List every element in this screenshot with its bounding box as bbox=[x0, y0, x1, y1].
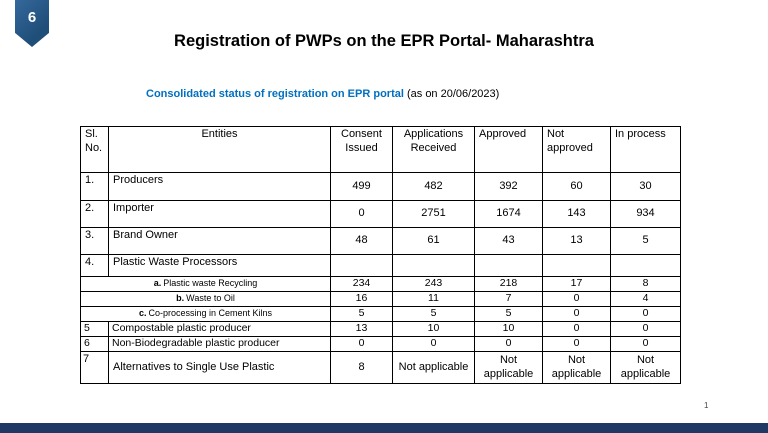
table-row-plastic-waste-recycling: a. Plastic waste Recycling 234 243 218 17… bbox=[80, 276, 681, 292]
cell-in-process: Not applicable bbox=[610, 351, 681, 384]
cell-consent-issued bbox=[330, 254, 393, 277]
cell-applications-received: 2751 bbox=[392, 200, 475, 228]
cell-approved: 43 bbox=[474, 227, 543, 255]
cell-applications-received: 10 bbox=[392, 321, 475, 337]
cell-approved: Not applicable bbox=[474, 351, 543, 384]
cell-sl-no: 6 bbox=[80, 336, 109, 352]
table-row-waste-to-oil: b. Waste to Oil 16 11 7 0 4 bbox=[80, 291, 681, 307]
cell-approved: 218 bbox=[474, 276, 543, 292]
cell-approved: 5 bbox=[474, 306, 543, 322]
table-row-importer: 2. Importer 0 2751 1674 143 934 bbox=[80, 200, 681, 228]
cell-entity: Producers bbox=[108, 172, 331, 201]
cell-consent-issued: 499 bbox=[330, 172, 393, 201]
cell-not-approved: 0 bbox=[542, 291, 611, 307]
cell-approved: 1674 bbox=[474, 200, 543, 228]
sub-entity-prefix: c. bbox=[138, 308, 147, 319]
header-approved: Approved bbox=[474, 126, 543, 173]
table-row-plastic-waste-processors: 4. Plastic Waste Processors bbox=[80, 254, 681, 277]
cell-approved: 392 bbox=[474, 172, 543, 201]
sub-entity-prefix: a. bbox=[153, 278, 162, 289]
cell-in-process: 0 bbox=[610, 321, 681, 337]
cell-applications-received: 61 bbox=[392, 227, 475, 255]
subtitle-date: (as on 20/06/2023) bbox=[403, 88, 500, 100]
cell-consent-issued: 0 bbox=[330, 336, 393, 352]
cell-in-process: 0 bbox=[610, 306, 681, 322]
cell-consent-issued: 16 bbox=[330, 291, 393, 307]
cell-applications-received: 0 bbox=[392, 336, 475, 352]
sub-entity-label: Co-processing in Cement Kilns bbox=[148, 308, 273, 319]
cell-sl-no: 2. bbox=[80, 200, 109, 228]
cell-applications-received: 11 bbox=[392, 291, 475, 307]
cell-entity: Alternatives to Single Use Plastic bbox=[108, 351, 331, 384]
cell-in-process bbox=[610, 254, 681, 277]
cell-not-approved: 0 bbox=[542, 336, 611, 352]
cell-in-process: 30 bbox=[610, 172, 681, 201]
header-not-approved: Not approved bbox=[542, 126, 611, 173]
cell-approved: 7 bbox=[474, 291, 543, 307]
cell-in-process: 934 bbox=[610, 200, 681, 228]
header-entities: Entities bbox=[108, 126, 331, 173]
table-row-brand-owner: 3. Brand Owner 48 61 43 13 5 bbox=[80, 227, 681, 255]
sub-entity-prefix: b. bbox=[176, 293, 185, 304]
header-applications-received: Applications Received bbox=[392, 126, 475, 173]
cell-not-approved: 17 bbox=[542, 276, 611, 292]
cell-not-approved: 13 bbox=[542, 227, 611, 255]
cell-approved: 10 bbox=[474, 321, 543, 337]
cell-entity: Brand Owner bbox=[108, 227, 331, 255]
cell-consent-issued: 8 bbox=[330, 351, 393, 384]
cell-sl-no: 5 bbox=[80, 321, 109, 337]
cell-sl-no: 4. bbox=[80, 254, 109, 277]
cell-not-approved: Not applicable bbox=[542, 351, 611, 384]
cell-approved: 0 bbox=[474, 336, 543, 352]
cell-in-process: 8 bbox=[610, 276, 681, 292]
registration-status-table: Sl. No. Entities Consent Issued Applicat… bbox=[80, 126, 681, 384]
slide-number: 6 bbox=[27, 9, 37, 26]
table-row-alternatives: 7 Alternatives to Single Use Plastic 8 N… bbox=[80, 351, 681, 384]
page-number: 1 bbox=[704, 401, 709, 410]
cell-entity: Non-Biodegradable plastic producer bbox=[108, 336, 331, 352]
table-header-row: Sl. No. Entities Consent Issued Applicat… bbox=[80, 126, 681, 173]
header-in-process: In process bbox=[610, 126, 681, 173]
header-sl-no: Sl. No. bbox=[80, 126, 109, 173]
cell-applications-received: 482 bbox=[392, 172, 475, 201]
cell-entity: Importer bbox=[108, 200, 331, 228]
table-row-non-biodegradable: 6 Non-Biodegradable plastic producer 0 0… bbox=[80, 336, 681, 352]
cell-consent-issued: 0 bbox=[330, 200, 393, 228]
cell-in-process: 4 bbox=[610, 291, 681, 307]
cell-applications-received: 243 bbox=[392, 276, 475, 292]
cell-in-process: 0 bbox=[610, 336, 681, 352]
slide-title: Registration of PWPs on the EPR Portal- … bbox=[174, 32, 594, 50]
footer-bar bbox=[0, 423, 768, 433]
slide-subtitle: Consolidated status of registration on E… bbox=[146, 88, 499, 100]
cell-consent-issued: 234 bbox=[330, 276, 393, 292]
cell-consent-issued: 5 bbox=[330, 306, 393, 322]
cell-consent-issued: 48 bbox=[330, 227, 393, 255]
cell-sl-no: 1. bbox=[80, 172, 109, 201]
cell-not-approved: 0 bbox=[542, 306, 611, 322]
cell-entity: Compostable plastic producer bbox=[108, 321, 331, 337]
cell-approved bbox=[474, 254, 543, 277]
cell-sl-no: 3. bbox=[80, 227, 109, 255]
sub-entity-label: Waste to Oil bbox=[186, 293, 235, 304]
header-consent-issued: Consent Issued bbox=[330, 126, 393, 173]
cell-sub-entity: b. Waste to Oil bbox=[80, 291, 331, 307]
cell-applications-received: 5 bbox=[392, 306, 475, 322]
sub-entity-label: Plastic waste Recycling bbox=[163, 278, 258, 289]
cell-sub-entity: c. Co-processing in Cement Kilns bbox=[80, 306, 331, 322]
cell-in-process: 5 bbox=[610, 227, 681, 255]
cell-not-approved: 0 bbox=[542, 321, 611, 337]
cell-not-approved: 60 bbox=[542, 172, 611, 201]
cell-applications-received: Not applicable bbox=[392, 351, 475, 384]
cell-not-approved: 143 bbox=[542, 200, 611, 228]
cell-sl-no: 7 bbox=[80, 351, 109, 384]
table-row-producers: 1. Producers 499 482 392 60 30 bbox=[80, 172, 681, 201]
cell-applications-received bbox=[392, 254, 475, 277]
cell-entity: Plastic Waste Processors bbox=[108, 254, 331, 277]
cell-sub-entity: a. Plastic waste Recycling bbox=[80, 276, 331, 292]
table-row-compostable: 5 Compostable plastic producer 13 10 10 … bbox=[80, 321, 681, 337]
cell-not-approved bbox=[542, 254, 611, 277]
subtitle-highlight: Consolidated status of registration on E… bbox=[146, 88, 404, 100]
table-row-co-processing: c. Co-processing in Cement Kilns 5 5 5 0 … bbox=[80, 306, 681, 322]
cell-consent-issued: 13 bbox=[330, 321, 393, 337]
